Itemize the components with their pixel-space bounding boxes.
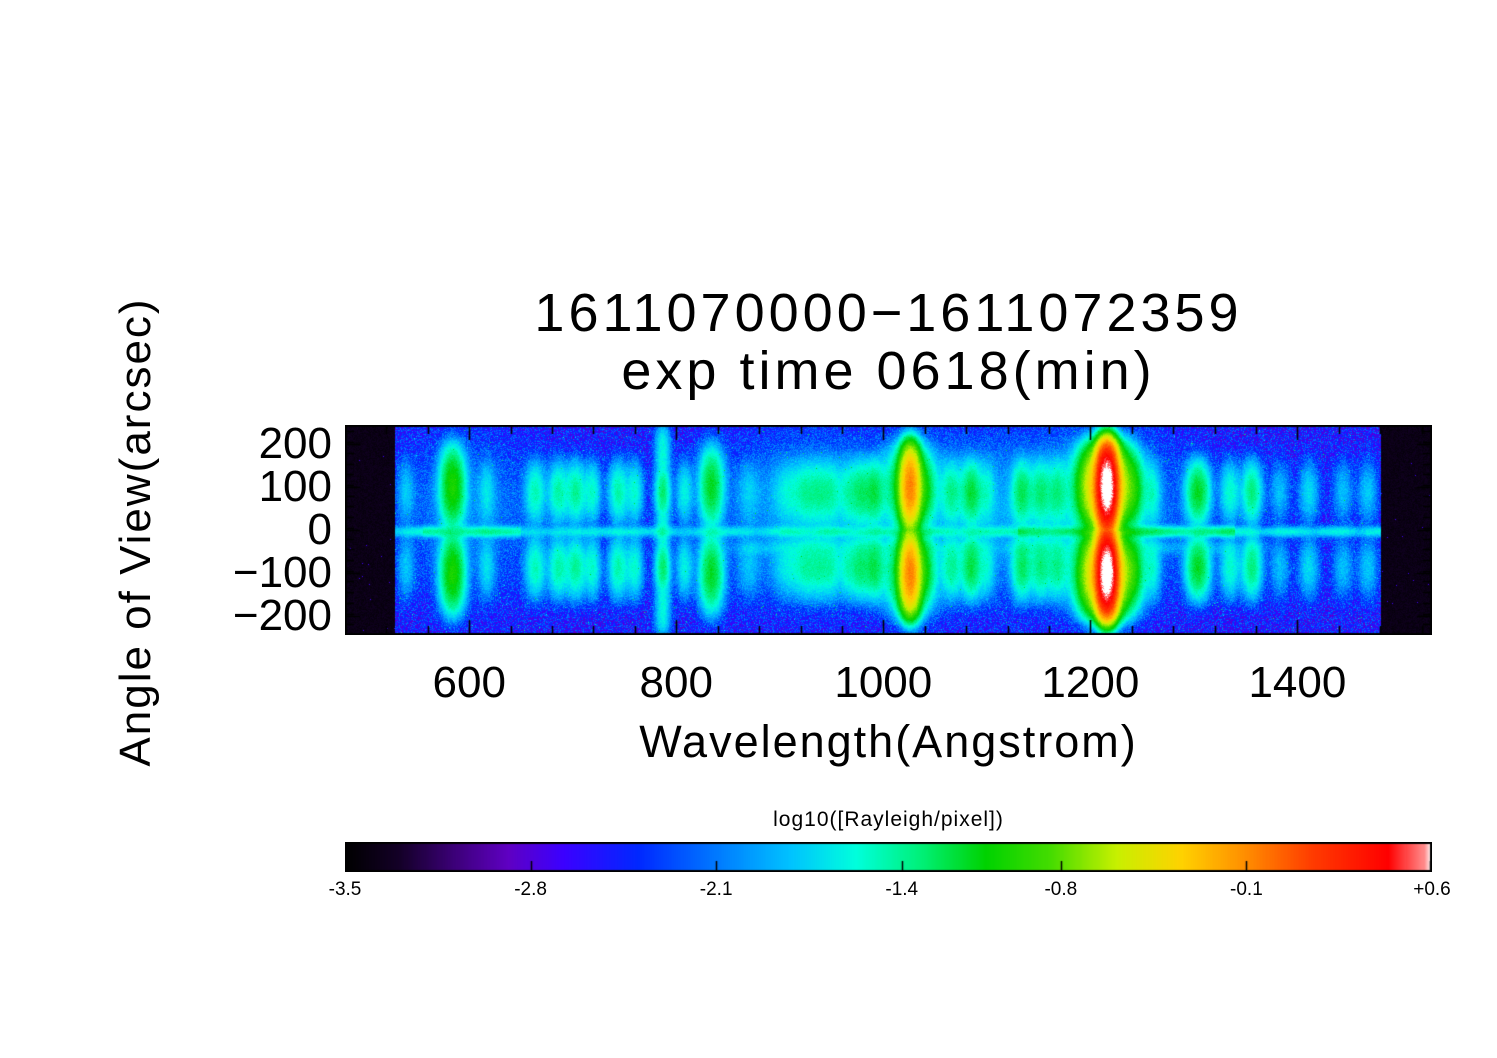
colorbar-tick-label: -2.8 (514, 879, 547, 900)
x-tick-label: 1400 (1248, 658, 1347, 707)
colorbar-canvas (345, 842, 1432, 872)
colorbar-tick-label: -3.5 (328, 879, 362, 900)
y-tick-label: −200 (232, 590, 332, 640)
colorbar-tick-label: -0.8 (1044, 879, 1078, 900)
colorbar-tick-label: -2.1 (699, 879, 733, 900)
plot-title-line1: 1611070000−1611072359 (534, 283, 1243, 343)
y-tick-label: −100 (232, 547, 332, 597)
x-tick-label: 800 (639, 658, 713, 707)
x-tick-label: 1000 (834, 658, 933, 707)
y-tick-label: 0 (307, 505, 332, 554)
x-tick-label: 600 (432, 658, 506, 707)
heatmap-canvas (345, 425, 1432, 635)
plot-title-line2: exp time 0618(min) (621, 341, 1156, 401)
x-axis-label: Wavelength(Angstrom) (639, 716, 1138, 767)
colorbar-title: log10([Rayleigh/pixel]) (773, 808, 1004, 831)
x-tick-label: 1200 (1041, 658, 1140, 707)
colorbar-tick-label: -1.4 (885, 879, 919, 900)
colorbar-tick-label: -0.1 (1230, 879, 1263, 900)
colorbar-tick-label: +0.6 (1413, 879, 1451, 900)
y-tick-label: 200 (258, 419, 332, 469)
y-tick-label: 100 (258, 462, 332, 512)
